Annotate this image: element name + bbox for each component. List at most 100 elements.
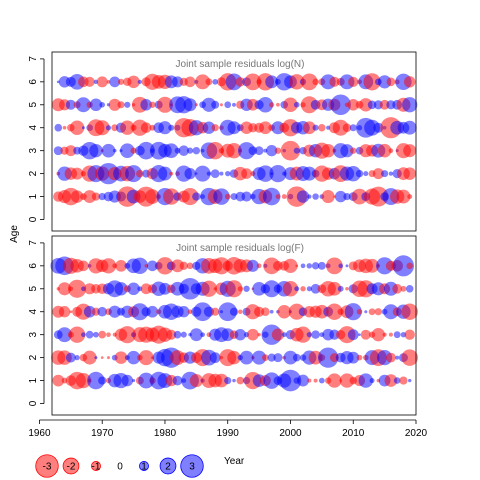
residual-point [221,328,235,342]
residual-point [395,355,400,360]
residual-point [406,262,413,270]
residual-point [293,147,300,154]
residual-point [83,305,96,318]
residual-point [274,147,282,154]
residual-point [117,78,125,85]
residual-point [330,94,351,116]
residual-point [356,308,363,315]
y-axis-panel-1: 0 1 2 3 4 5 6 7 [28,56,45,222]
residual-point [283,97,298,113]
residual-point [106,332,111,338]
residual-point [209,352,221,364]
residual-point [312,124,319,131]
residual-point [205,78,213,86]
residual-point [100,258,117,274]
legend-label: 1 [141,462,147,473]
residual-point [57,327,72,343]
residual-point [343,192,351,201]
residual-point [371,328,385,342]
residual-point [281,332,287,338]
y-axis-panel-2: 0 1 2 3 4 5 6 7 [28,240,45,406]
residual-point [363,73,381,91]
residual-point [408,378,412,383]
residual-point [168,124,175,131]
residual-point [62,125,67,130]
panel-1: Joint sample residuals log(N) 0 1 2 3 4 5 6 7 [28,51,418,232]
residual-point [257,165,274,182]
residual-point [292,353,301,362]
residual-point [65,99,76,110]
residual-point [279,369,302,392]
residual-point [342,123,352,133]
residual-point [65,145,77,157]
residual-point [107,356,110,360]
residual-point [224,193,231,200]
residual-point [194,165,211,182]
residual-point [210,169,220,178]
residual-point [326,303,343,320]
residual-point [144,264,148,268]
residual-point [339,373,355,388]
residual-point [306,286,312,292]
panel-title: Joint sample residuals log(N) [176,59,305,70]
residual-point [53,146,63,156]
residual-point [105,125,112,131]
residual-point [203,306,214,317]
residual-point [259,121,272,135]
residual-point [246,328,259,341]
residual-point [311,262,320,270]
residual-point [84,76,95,87]
residual-point [372,168,384,180]
residual-point [71,167,84,180]
residual-point [136,169,144,178]
residual-point [98,376,107,385]
residual-point [405,285,414,293]
residual-point [200,332,205,338]
residual-point [403,144,417,158]
residual-point [374,308,382,316]
residual-point [179,261,188,271]
residual-point [171,259,184,273]
residual-point [227,121,241,135]
residual-point [52,374,65,387]
bubbles-panel-1 [51,73,418,207]
residual-point [172,76,184,88]
residual-point [368,308,376,316]
y-tick-label: 5 [28,102,39,108]
y-tick-label: 7 [28,240,39,246]
residual-point [120,120,135,135]
residual-point [369,378,375,384]
residual-point [378,75,392,89]
residual-point [94,356,98,360]
y-axis-label: Age [9,225,20,243]
residual-point [310,283,321,294]
legend: -3 -2 -1 0 1 2 3 [35,454,204,478]
residual-point [312,193,319,200]
residual-point [377,143,392,158]
residual-point [254,306,265,317]
residual-point [201,97,216,112]
residual-point [138,372,155,389]
residual-point [225,170,231,177]
residual-point [244,73,262,91]
residual-point [404,329,415,340]
residual-point [262,354,269,361]
panel-title: Joint sample residuals log(F) [176,243,304,254]
x-tick-label: 1980 [154,428,177,439]
x-axis: 1960 1970 1980 1990 2000 2010 2020 [28,419,428,439]
x-tick-label: 2000 [279,428,302,439]
residual-point [137,141,155,160]
residual-point [257,332,261,337]
residual-point [124,101,131,108]
residual-point [158,121,172,135]
residual-point [219,103,223,107]
residual-point [266,145,278,157]
residual-point [186,147,194,154]
residual-point [156,96,173,113]
residual-point [337,285,344,292]
residual-point [83,190,97,203]
residual-point [200,280,218,297]
residual-point [317,261,326,270]
y-tick-label: 1 [28,193,39,199]
residual-point [149,101,156,108]
